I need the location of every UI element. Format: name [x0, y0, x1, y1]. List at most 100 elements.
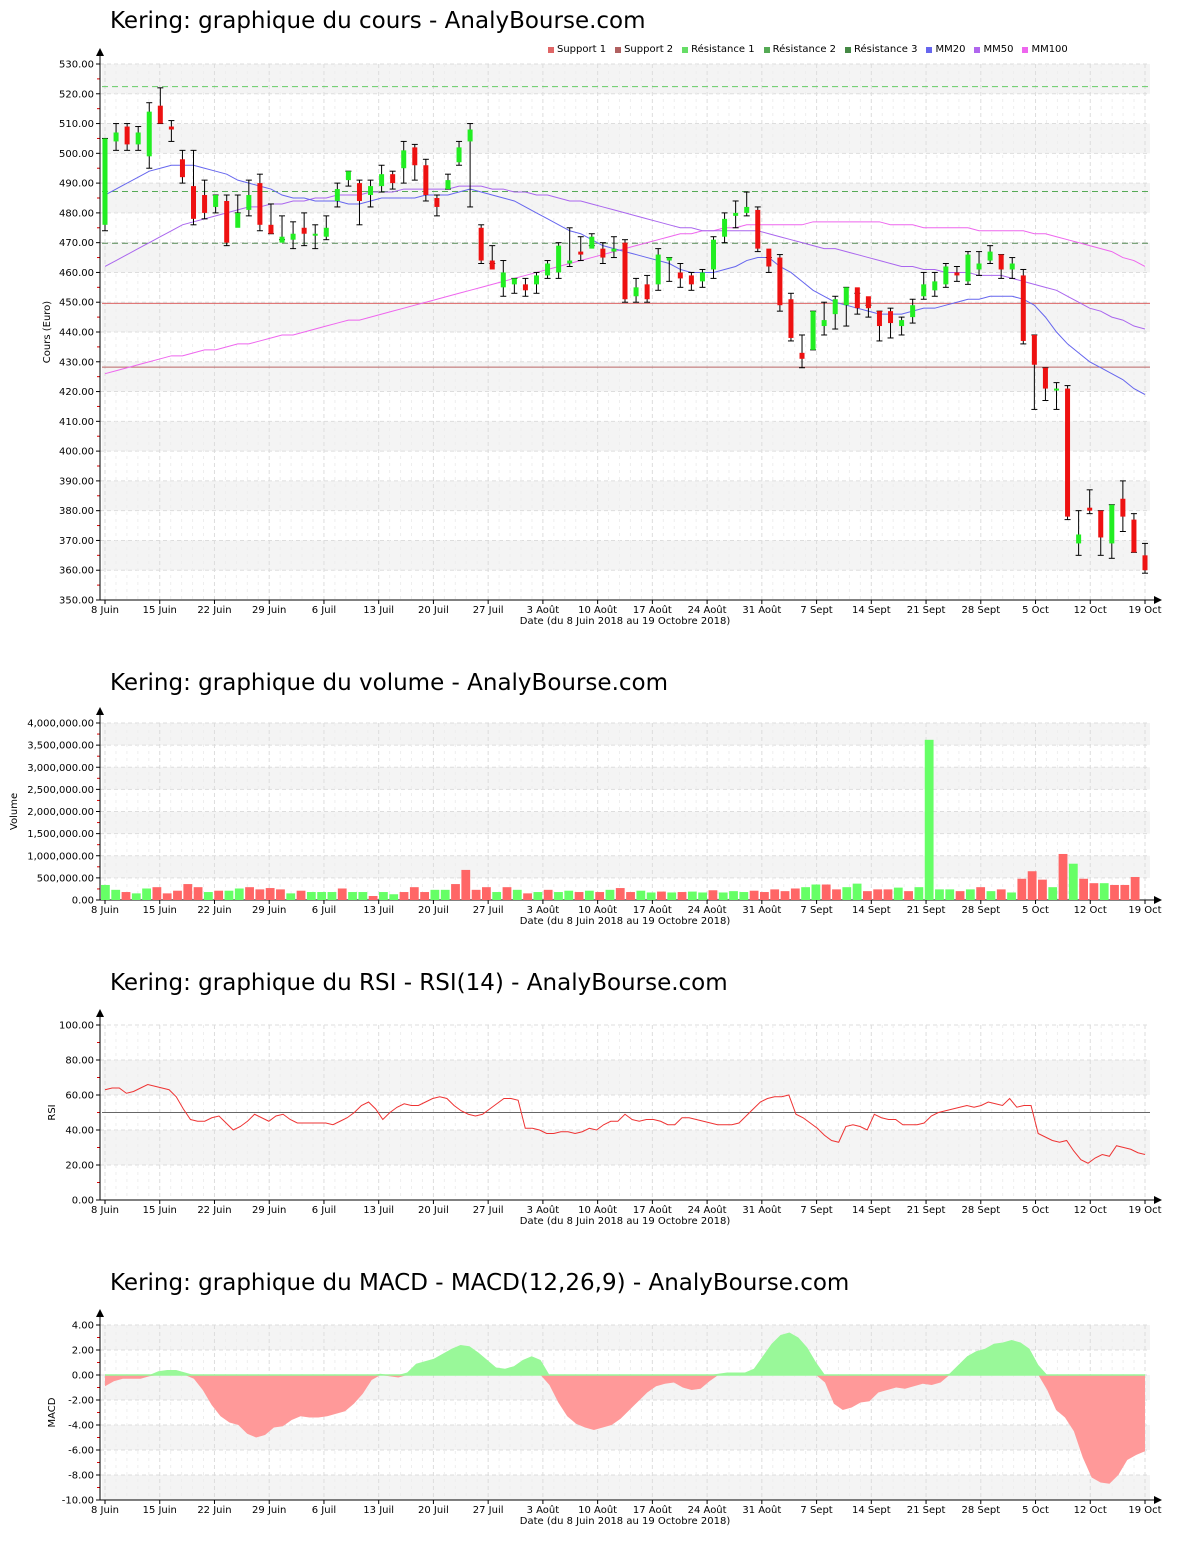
volume-bar [234, 888, 244, 900]
legend-swatch-icon [763, 46, 770, 53]
candle-body [666, 257, 672, 261]
volume-bar [101, 884, 110, 900]
grid-band [102, 1325, 1150, 1350]
y-tick-label: -10.00 [62, 1496, 94, 1507]
x-tick-label: 27 Juil [473, 1205, 504, 1216]
y-axis-title: RSI [47, 1104, 58, 1120]
x-tick-label: 17 Août [633, 604, 672, 616]
x-tick-label: 28 Sept [961, 905, 1000, 916]
candle-body [1098, 510, 1104, 538]
legend-swatch-icon [1022, 46, 1029, 53]
candle-body [368, 186, 374, 196]
volume-bar [306, 892, 316, 900]
candle [787, 292, 794, 342]
y-axis-title: Cours (Euro) [42, 301, 53, 364]
candle-body [312, 233, 318, 236]
candle [1075, 510, 1082, 556]
candle-body [511, 278, 517, 285]
candle-body [777, 257, 783, 306]
volume-bar [1007, 892, 1016, 900]
candle [356, 179, 363, 226]
volume-bar [265, 888, 275, 900]
y-tick-label: 520.00 [59, 89, 94, 100]
volume-bar [1110, 884, 1119, 900]
candle-body [899, 320, 905, 327]
y-tick-label: 410.00 [59, 417, 94, 428]
x-tick-label: 6 Juil [312, 605, 336, 616]
y-tick-label: 1,500,000.00 [27, 829, 94, 840]
candle [765, 248, 772, 273]
candle [987, 245, 994, 265]
x-tick-label: 22 Juin [197, 905, 231, 916]
candle-body [589, 236, 595, 249]
volume-bar [1027, 871, 1037, 900]
volume-bar [358, 892, 368, 900]
x-axis-arrow-icon [1154, 896, 1162, 904]
candle-body [191, 186, 197, 219]
volume-bar [173, 890, 182, 900]
x-axis-title: Date (du 8 Juin 2018 au 19 Octobre 2018) [520, 1516, 731, 1527]
candle [411, 143, 418, 181]
candle [865, 296, 872, 318]
x-tick-label: 10 Août [578, 604, 617, 616]
macd-negative-area [105, 1375, 1145, 1484]
y-tick-label: 100.00 [59, 1021, 94, 1032]
candle [334, 182, 341, 208]
x-tick-label: 29 Juin [252, 1205, 286, 1216]
legend-swatch-icon [682, 46, 689, 53]
candle-body [202, 195, 208, 213]
x-tick-label: 14 Sept [852, 1505, 891, 1516]
x-tick-label: 22 Juin [197, 1205, 231, 1216]
x-tick-label: 15 Juin [143, 605, 177, 616]
candle-body [1042, 367, 1048, 389]
candle [256, 173, 263, 232]
volume-bar [203, 892, 213, 900]
candle-body [600, 248, 606, 258]
candle [422, 158, 429, 202]
volume-bar [893, 887, 903, 900]
volume-bar [543, 889, 553, 900]
candle [887, 307, 894, 339]
candle-body [622, 242, 628, 300]
candle-body [755, 209, 761, 249]
volume-bar [492, 892, 502, 900]
legend-label: Support 2 [624, 44, 674, 55]
volume-bar [945, 889, 955, 900]
volume-bar [1130, 876, 1140, 900]
volume-bar [471, 889, 481, 900]
volume-bar [502, 887, 512, 900]
x-tick-label: 6 Juil [312, 905, 336, 916]
x-tick-label: 8 Juin [91, 905, 119, 916]
price-chart: 350.00 360.00 370.00 380.00 390.00 400.00 410.… [42, 48, 1162, 627]
x-tick-label: 31 Août [742, 604, 781, 616]
candle [1108, 504, 1115, 559]
candle-body [578, 251, 584, 255]
x-tick-label: 24 Août [688, 1504, 727, 1516]
y-tick-label: 2.00 [72, 1346, 94, 1357]
y-tick-label: 40.00 [65, 1126, 94, 1137]
candle-body [379, 174, 385, 187]
x-tick-label: 29 Juin [252, 905, 286, 916]
candle-body [677, 272, 683, 279]
candle [245, 179, 252, 217]
x-tick-label: 22 Juin [197, 605, 231, 616]
volume-bar [162, 893, 172, 900]
volume-bar [584, 890, 594, 900]
y-tick-label: 4,000,000.00 [27, 719, 94, 730]
x-tick-label: 14 Sept [852, 905, 891, 916]
candle [113, 123, 120, 151]
candle-body [556, 245, 562, 273]
volume-bar [420, 892, 430, 900]
candle [1130, 513, 1137, 553]
x-tick-label: 24 Août [688, 904, 727, 916]
rsi-chart-title: Kering: graphique du RSI - RSI(14) - Ana… [110, 970, 728, 996]
volume-bar [842, 887, 852, 900]
candle-body [124, 126, 130, 145]
macd-positive-area [105, 1332, 1145, 1375]
candle-body [954, 272, 960, 276]
volume-bar [790, 888, 800, 900]
y-axis-arrow-icon [96, 48, 104, 56]
x-tick-label: 6 Juil [312, 1205, 336, 1216]
volume-bar [986, 891, 996, 900]
candle-body [943, 266, 949, 285]
